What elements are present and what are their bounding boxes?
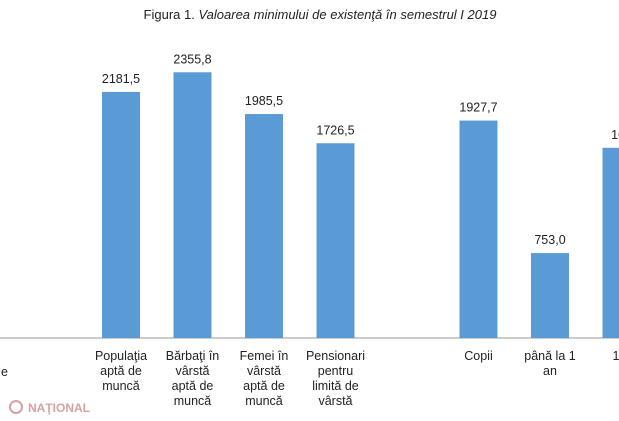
bar xyxy=(531,253,569,338)
bar xyxy=(316,143,355,338)
value-label: 2181,5 xyxy=(102,72,140,86)
chart-title: Figura 1. Valoarea minimului de existenţ… xyxy=(144,7,497,22)
watermark-logo xyxy=(9,400,23,414)
x-tick-label: muncă xyxy=(174,394,212,408)
x-tick-label: aptă de xyxy=(172,379,214,393)
value-label: 753,0 xyxy=(534,233,565,247)
value-label: 1985,5 xyxy=(245,94,283,108)
x-tick-label: Copii xyxy=(464,349,493,363)
value-label: 1927,7 xyxy=(459,101,497,115)
bar xyxy=(459,120,498,338)
x-tick-label: vârstă xyxy=(175,364,209,378)
x-tick-label: e xyxy=(1,365,8,379)
x-tick-label: an xyxy=(543,364,557,378)
value-label: 1726,5 xyxy=(316,123,354,137)
value-label: 2355,8 xyxy=(173,52,211,66)
watermark: NAŢIONAL xyxy=(28,401,90,415)
x-tick-label: Pensionari xyxy=(306,349,365,363)
title-number: Figura 1. xyxy=(144,7,195,22)
x-tick-label: până la 1 xyxy=(524,349,575,363)
bar xyxy=(173,72,212,339)
x-tick-label: Bărbaţi în xyxy=(166,349,220,363)
value-label: 168 xyxy=(611,128,619,142)
x-tick-label: 1-6 xyxy=(612,349,619,363)
x-tick-label: limită de xyxy=(312,379,359,393)
x-tick-label: pentru xyxy=(318,364,353,378)
x-tick-label: muncă xyxy=(102,379,140,393)
x-tick-label: aptă de xyxy=(100,364,142,378)
x-tick-label: vârstă xyxy=(247,364,281,378)
bar xyxy=(102,91,140,338)
title-text: Valoarea minimului de existenţă în semes… xyxy=(198,7,496,22)
x-tick-label: Populaţia xyxy=(95,349,147,363)
x-tick-label: vârstă xyxy=(318,394,352,408)
x-tick-label: Femei în xyxy=(240,349,289,363)
bar xyxy=(245,114,283,338)
bar xyxy=(602,147,619,338)
x-tick-label: muncă xyxy=(245,394,283,408)
x-tick-label: aptă de xyxy=(243,379,285,393)
